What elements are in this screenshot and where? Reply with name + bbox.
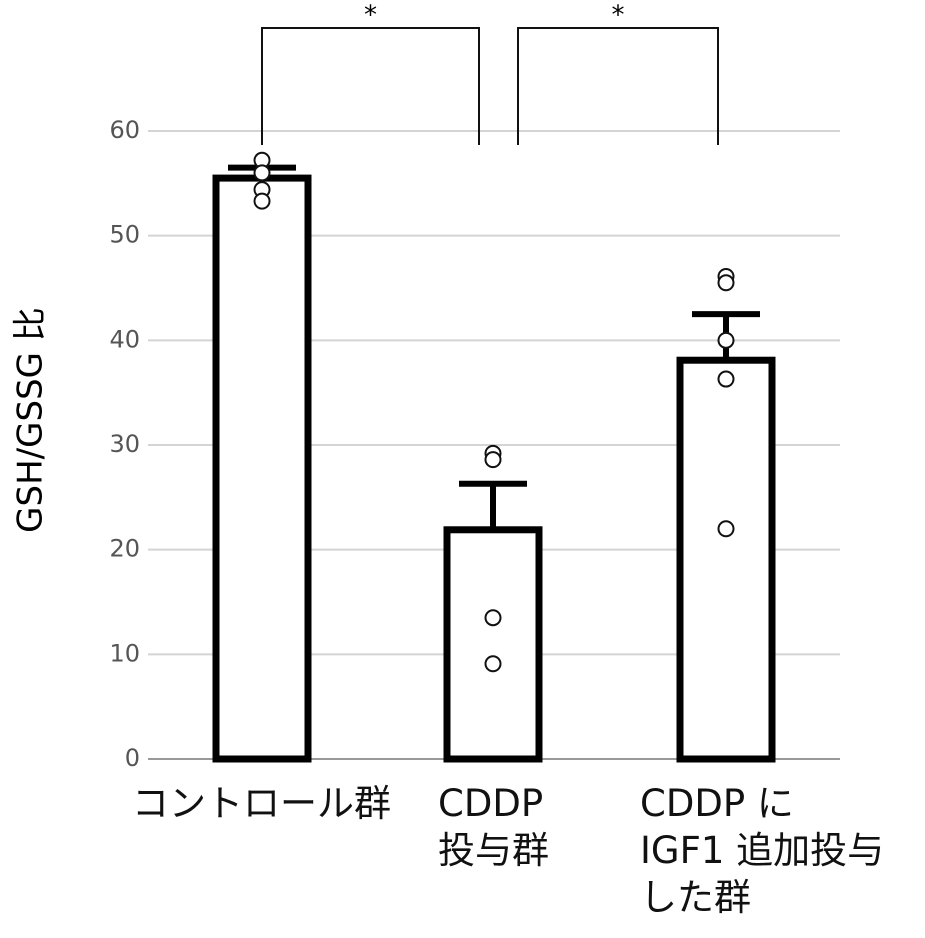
y-axis-label: GSH/GSSG 比 xyxy=(11,307,51,533)
bar xyxy=(443,526,543,763)
y-tick-label: 60 xyxy=(109,116,140,144)
x-tick-label: コントロール群 xyxy=(132,782,391,825)
y-tick-label: 0 xyxy=(125,744,140,772)
significance-bracket xyxy=(517,27,719,145)
bar xyxy=(676,356,776,763)
y-tick-label: 20 xyxy=(109,535,140,563)
bar xyxy=(212,174,312,763)
y-tick-label: 50 xyxy=(109,221,140,249)
data-point xyxy=(484,451,502,469)
data-point xyxy=(717,274,735,292)
data-point xyxy=(717,370,735,388)
x-tick-label: CDDP 投与群 xyxy=(438,782,549,872)
significance-bracket xyxy=(261,27,480,145)
data-point xyxy=(253,192,271,210)
significance-label: * xyxy=(612,1,625,31)
significance-label: * xyxy=(364,1,377,31)
data-point xyxy=(717,520,735,538)
y-tick-label: 10 xyxy=(109,639,140,667)
data-point xyxy=(253,164,271,182)
x-tick-label: CDDP に IGF1 追加投与 した群 xyxy=(640,782,885,919)
data-point xyxy=(717,331,735,349)
y-tick-label: 40 xyxy=(109,325,140,353)
y-tick-label: 30 xyxy=(109,430,140,458)
data-point xyxy=(484,609,502,627)
data-point xyxy=(484,655,502,673)
